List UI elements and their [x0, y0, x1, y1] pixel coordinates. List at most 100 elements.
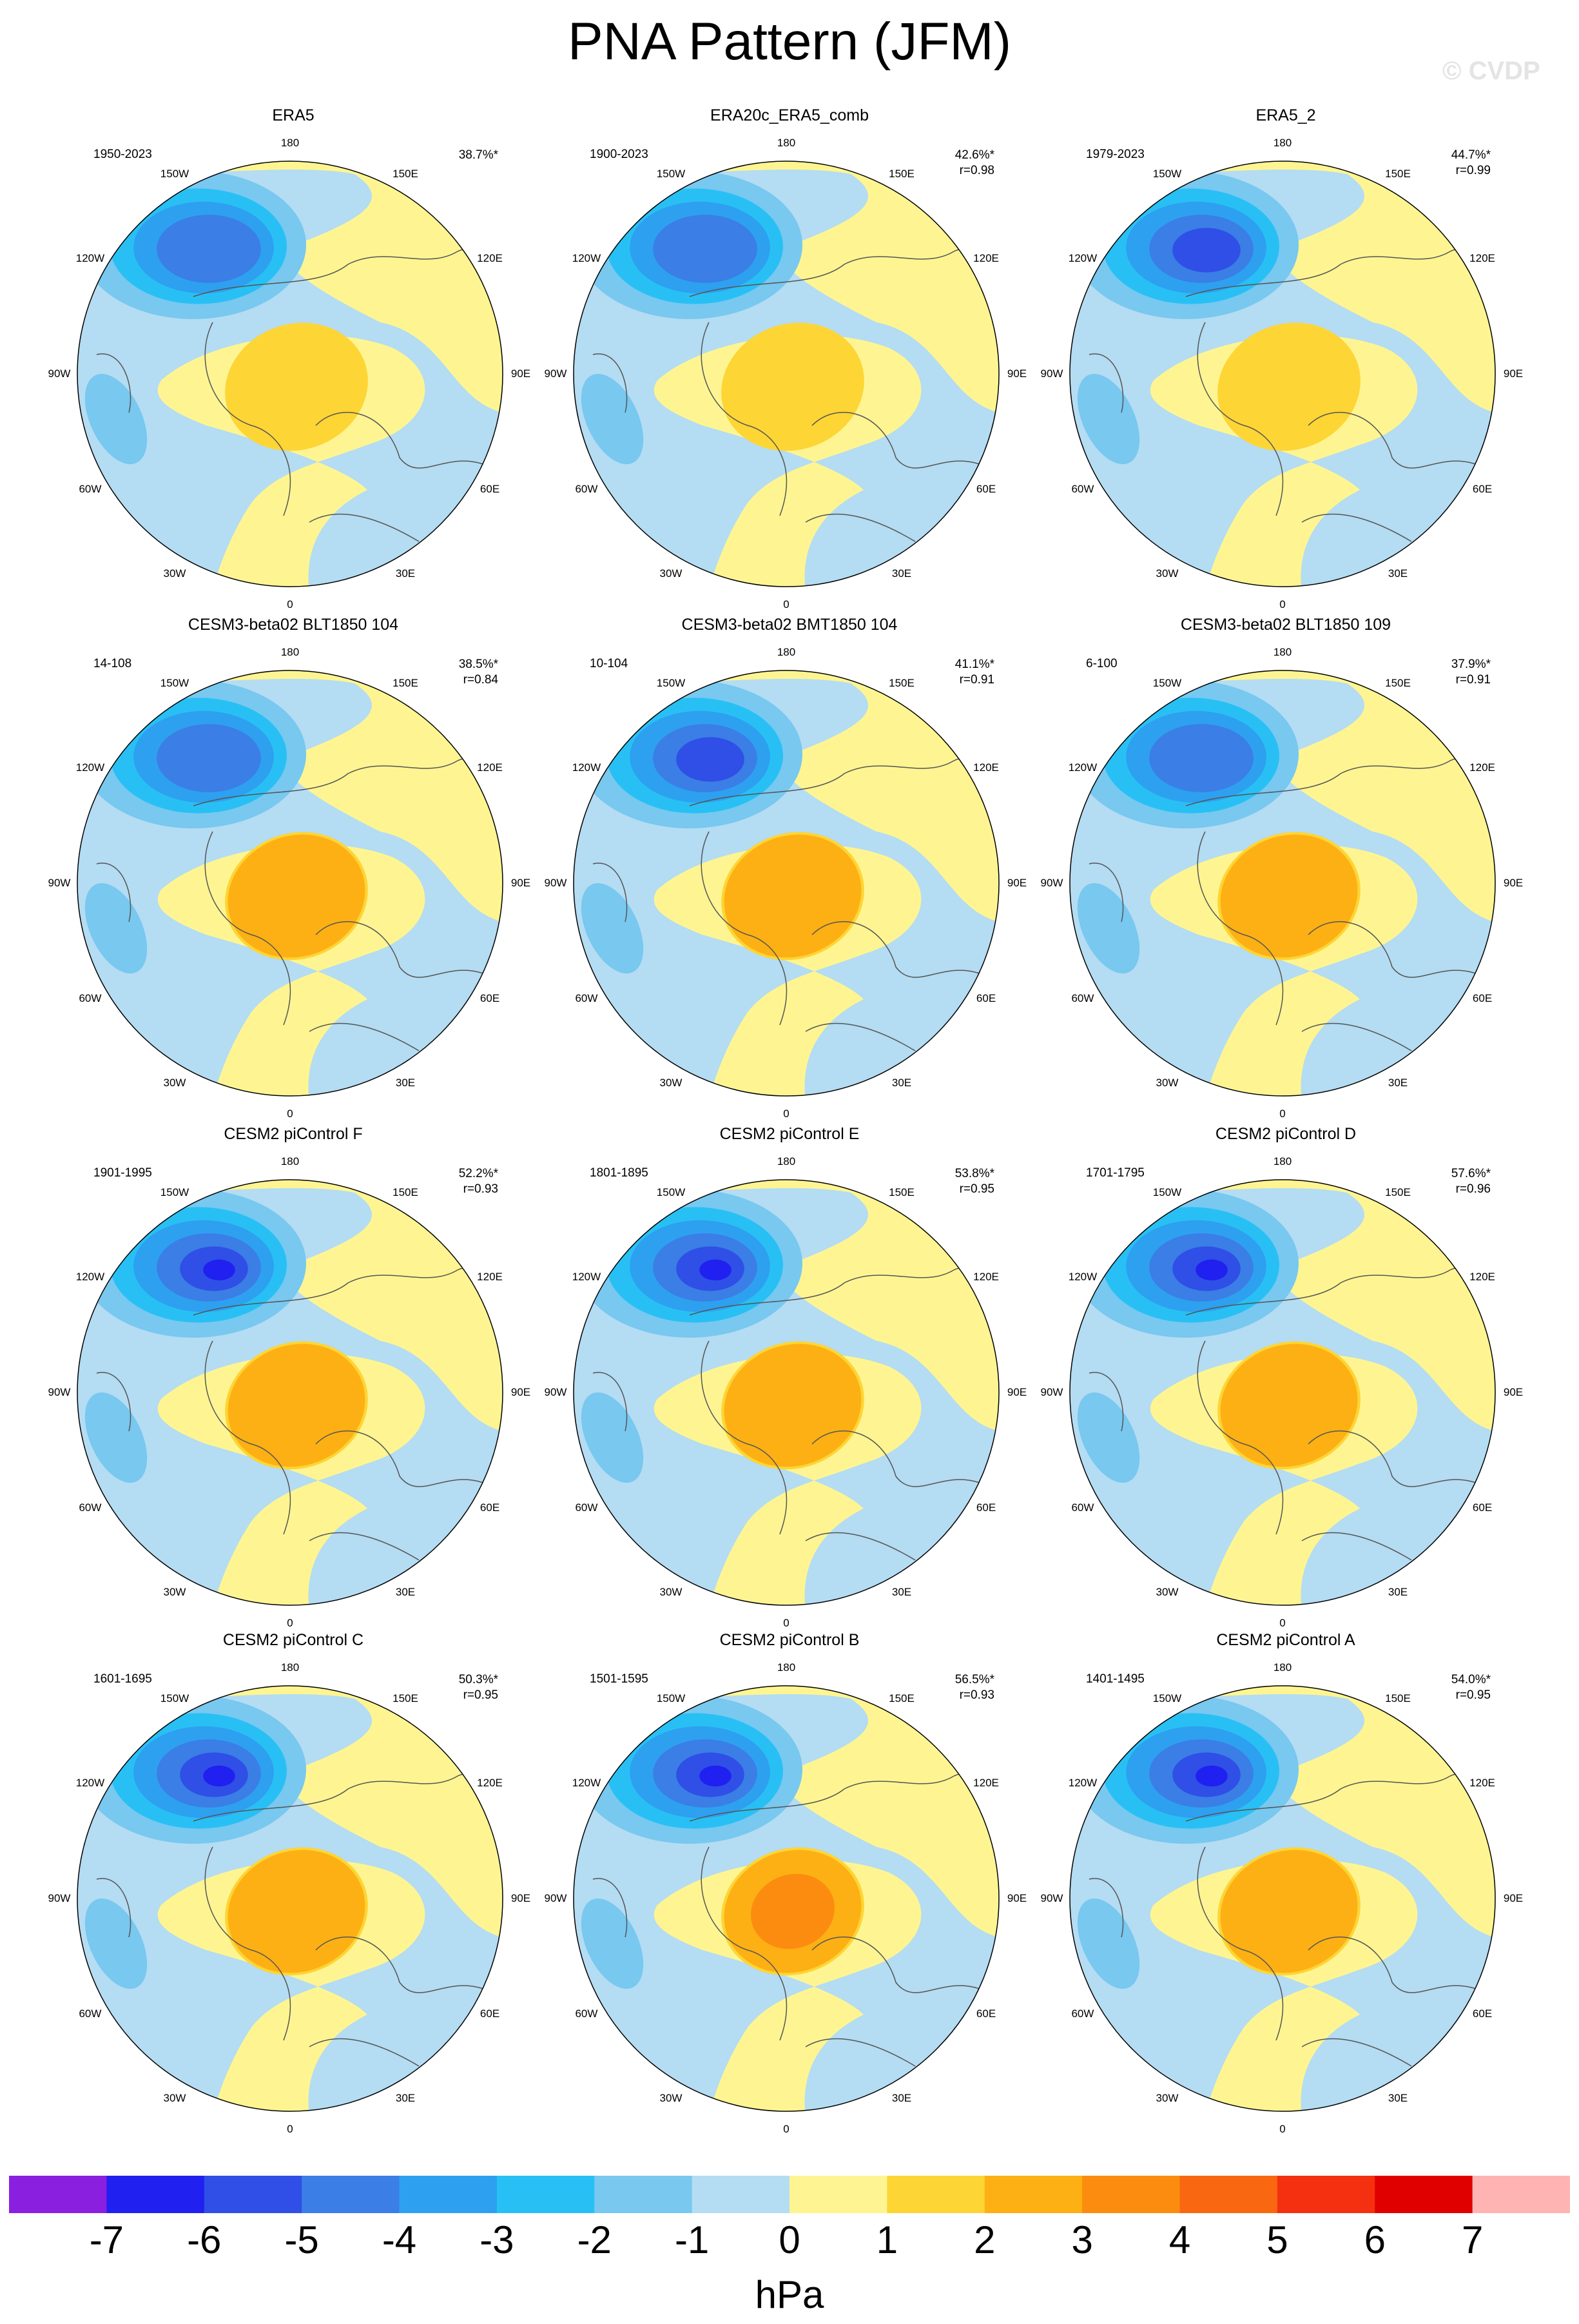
longitude-label: 150W [160, 1692, 189, 1704]
longitude-label: 120W [1068, 252, 1098, 264]
panel-title: ERA5 [272, 106, 315, 124]
longitude-label: 60E [1472, 1501, 1493, 1514]
longitude-label: 120E [1469, 1777, 1495, 1789]
longitude-label: 90E [1503, 877, 1524, 889]
longitude-label: 150W [160, 1186, 189, 1198]
coastlines [96, 248, 503, 542]
longitude-label: 0 [783, 2123, 790, 2135]
longitude-label: 60E [976, 483, 996, 495]
panel-stats: 38.5%* r=0.84 [459, 657, 498, 688]
positive-field-north [77, 670, 503, 922]
map-panel: CESM2 piControl E 1801-1895 53.8%* r=0.95 18… [538, 1125, 1041, 1629]
panel-correlation: r=0.99 [1455, 164, 1491, 177]
coastlines [592, 248, 999, 542]
colorbar-tick-label: 2 [974, 2218, 996, 2261]
longitude-label: 150W [160, 676, 189, 689]
longitude-label: 30E [891, 567, 912, 580]
longitude-label: 60E [1472, 992, 1493, 1004]
longitude-label: 90E [1503, 367, 1524, 380]
map-border [1069, 670, 1496, 1097]
positive-field-north [574, 670, 999, 922]
positive-field-north [1070, 161, 1495, 413]
positive-anomaly-contour [228, 1850, 365, 1973]
longitude-label: 150E [1385, 1692, 1411, 1704]
negative-anomaly-contour [1077, 373, 1140, 465]
negative-anomaly-contour [581, 373, 644, 465]
coastlines [592, 757, 999, 1051]
colorbar-tick-label: 6 [1364, 2218, 1386, 2261]
panel-title: ERA5_2 [1255, 106, 1316, 124]
panel-period: 1901-1995 [93, 1166, 152, 1180]
longitude-label: 30W [163, 1586, 186, 1599]
panel-period: 6-100 [1086, 657, 1118, 670]
colorbar-tick-label: 3 [1071, 2218, 1093, 2261]
panel-percent: 54.0%* [1451, 1673, 1491, 1686]
longitude-label: 180 [777, 646, 796, 658]
colorbar-swatch [106, 2176, 205, 2213]
panel-title: CESM3-beta02 BLT1850 104 [188, 616, 399, 634]
negative-anomaly-contour [581, 883, 644, 974]
positive-field-north [77, 1686, 503, 1937]
positive-field-north [1070, 1180, 1495, 1431]
longitude-label: 180 [1273, 1661, 1292, 1674]
longitude-label: 60W [1071, 992, 1094, 1004]
longitude-label: 120E [1469, 252, 1495, 264]
longitude-label: 30W [1156, 1586, 1179, 1599]
longitude-label: 30E [395, 1077, 416, 1089]
longitude-label: 0 [1279, 1617, 1286, 1629]
map-border [1069, 161, 1496, 587]
longitude-label: 150E [392, 1186, 418, 1198]
panel-stats: 41.1%* r=0.91 [955, 657, 994, 688]
longitude-label: 150W [160, 167, 189, 180]
longitude-label: 90W [48, 367, 71, 380]
colorbar-tick-label: 4 [1168, 2218, 1191, 2261]
longitude-label: 30E [1388, 2092, 1408, 2105]
longitude-label: 120E [973, 1777, 999, 1789]
positive-anomaly-contour [724, 834, 862, 958]
colorbar-swatch [302, 2176, 400, 2213]
panel-correlation: r=0.95 [959, 1182, 994, 1196]
longitude-label: 30E [1388, 1077, 1408, 1089]
longitude-label: 120E [477, 761, 503, 774]
panel-title: CESM2 piControl A [1216, 1631, 1355, 1649]
colorbar-tick-label: 5 [1266, 2218, 1288, 2261]
longitude-label: 90W [48, 877, 71, 889]
negative-anomaly-contour [84, 883, 148, 974]
map-border [77, 1685, 503, 2112]
map-border [573, 161, 1000, 587]
negative-anomaly-contour [699, 1765, 731, 1787]
colorbar-swatch [1472, 2176, 1570, 2213]
map-panel: CESM2 piControl F 1901-1995 52.2%* r=0.93 18… [42, 1125, 545, 1629]
longitude-label: 150W [656, 167, 686, 180]
longitude-label: 150E [392, 167, 418, 180]
polar-map [1069, 1685, 1496, 2112]
panel-title: CESM2 piControl F [224, 1125, 363, 1143]
longitude-label: 90W [48, 1892, 71, 1904]
longitude-label: 150E [1385, 676, 1411, 689]
longitude-label: 90E [1503, 1892, 1524, 1904]
colorbar-tick-label: -2 [577, 2218, 612, 2261]
longitude-label: 180 [280, 137, 300, 149]
longitude-label: 150E [889, 676, 915, 689]
colorbar-tick-label: -5 [284, 2218, 319, 2261]
longitude-label: 60E [976, 1501, 996, 1514]
colorbar-swatch [204, 2176, 302, 2213]
longitude-label: 60W [575, 992, 598, 1004]
longitude-label: 90W [1040, 1892, 1063, 1904]
longitude-label: 90E [510, 877, 531, 889]
longitude-label: 180 [280, 1661, 300, 1674]
colorbar-swatch [790, 2176, 887, 2213]
positive-anomaly-contour [228, 834, 365, 958]
coastlines [1089, 1773, 1495, 2067]
longitude-label: 30W [163, 1077, 186, 1089]
longitude-label: 30W [659, 1586, 683, 1599]
panel-correlation: r=0.95 [463, 1688, 498, 1702]
panel-period: 1501-1595 [590, 1672, 648, 1686]
longitude-label: 120E [973, 252, 999, 264]
panel-period: 1950-2023 [93, 148, 152, 161]
colorbar-swatch [984, 2176, 1083, 2213]
positive-anomaly-contour [1217, 322, 1361, 451]
panel-period: 1601-1695 [93, 1672, 152, 1686]
panel-title: CESM3-beta02 BMT1850 104 [681, 616, 898, 634]
longitude-label: 0 [1279, 598, 1286, 610]
